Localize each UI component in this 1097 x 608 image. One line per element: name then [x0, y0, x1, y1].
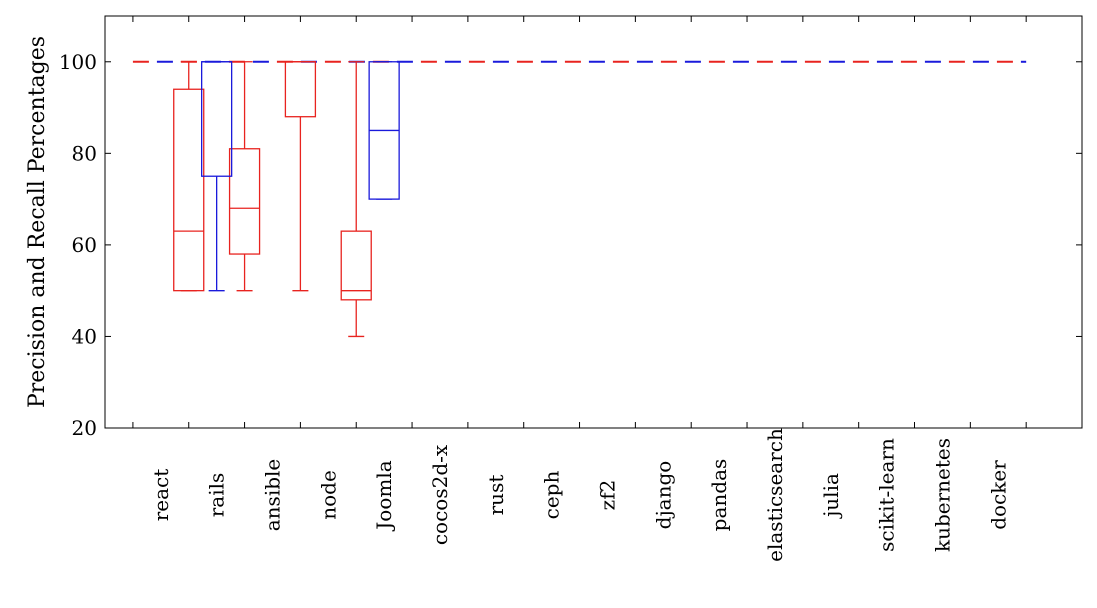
y-tick-label: 20 [72, 416, 97, 440]
x-tick-label-joomla: Joomla [372, 460, 396, 531]
x-tick-label-elasticsearch: elasticsearch [763, 428, 787, 562]
x-tick-label-scikit-learn: scikit-learn [875, 438, 899, 552]
y-axis-label: Precision and Recall Percentages [25, 36, 50, 408]
box-iqr [201, 61, 233, 177]
y-tick-label: 100 [59, 50, 97, 74]
x-tick-label-react: react [149, 469, 173, 522]
x-tick-label-rust: rust [484, 475, 508, 516]
x-tick-label-ansible: ansible [260, 459, 284, 532]
x-tick-label-kubernetes: kubernetes [930, 438, 954, 552]
boxes-group [173, 61, 400, 338]
box-series1-0 [201, 61, 233, 292]
box-series0-0 [173, 61, 205, 292]
box-series1-1 [368, 61, 400, 200]
x-tick-label-julia: julia [819, 473, 843, 519]
x-tick-label-rails: rails [205, 473, 229, 518]
x-tick-label-node: node [316, 470, 340, 520]
x-tick-label-django: django [651, 461, 675, 530]
box-series0-3 [340, 61, 372, 338]
box-iqr [228, 148, 261, 255]
x-tick-label-ceph: ceph [540, 471, 564, 520]
y-tick-label: 40 [72, 324, 97, 348]
plot-area-frame [104, 15, 1083, 429]
y-tick-label: 60 [72, 233, 97, 257]
y-tick-label: 80 [72, 141, 97, 165]
box-series0-1 [228, 61, 261, 292]
x-tick-label-cocos2d-x: cocos2d-x [428, 444, 452, 545]
box-iqr [284, 61, 317, 118]
x-tick-label-docker: docker [986, 460, 1010, 530]
box-iqr [173, 88, 205, 292]
axes-group: 20 40 60 80 100 react rails ansible node Joomla co… [59, 16, 1082, 562]
x-tick-label-zf2: zf2 [595, 480, 619, 511]
box-series0-2 [284, 61, 317, 292]
box-iqr [340, 230, 372, 301]
x-tick-label-pandas: pandas [707, 459, 731, 532]
